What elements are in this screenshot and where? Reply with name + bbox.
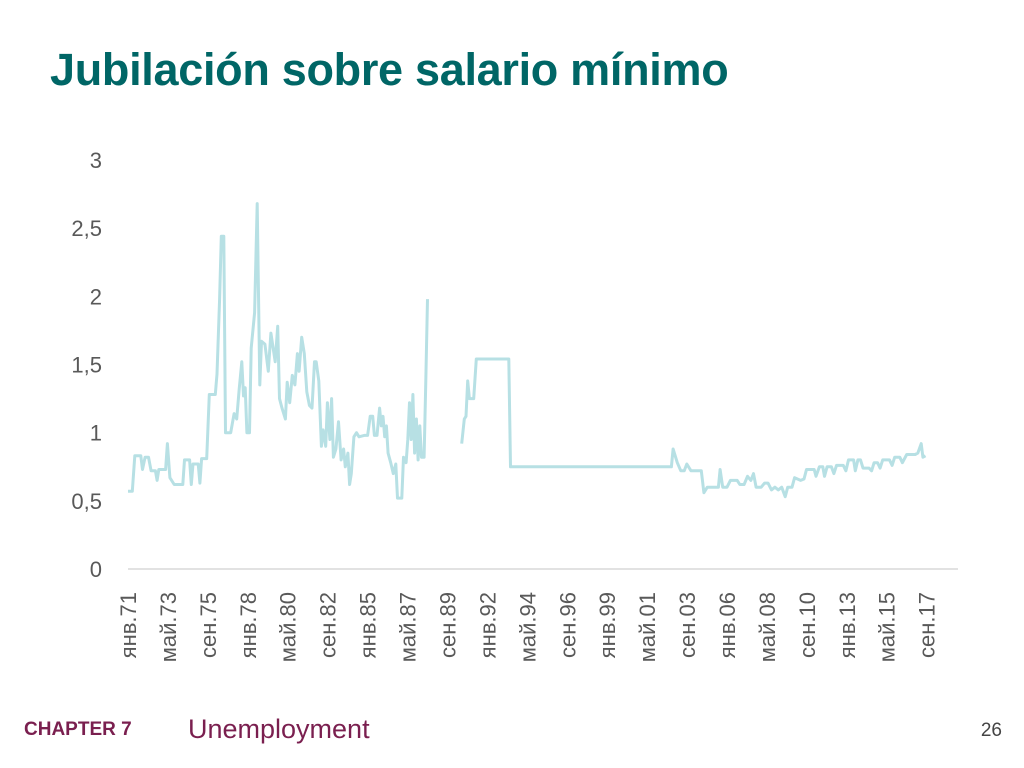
slide-title: Jubilación sobre salario mínimo: [50, 44, 729, 95]
x-tick-label: май.01: [635, 592, 660, 662]
x-tick-label: сен.96: [555, 592, 580, 658]
x-tick-label: янв.85: [356, 592, 381, 658]
y-tick-label: 2: [90, 284, 102, 309]
y-tick-label: 1,5: [71, 353, 102, 378]
x-tick-label: сен.82: [316, 592, 341, 658]
x-tick-label: янв.78: [236, 592, 261, 658]
series-line-segment: [128, 202, 429, 500]
x-tick-label: сен.75: [196, 592, 221, 658]
y-tick-label: 0: [90, 557, 102, 582]
x-tick-label: май.94: [515, 592, 540, 662]
footer-chapter: CHAPTER 7: [24, 719, 132, 740]
y-tick-label: 2,5: [71, 216, 102, 241]
x-tick-label: янв.06: [715, 592, 740, 658]
series-group: [128, 202, 927, 500]
footer-subject: Unemployment: [188, 714, 370, 744]
y-tick-label: 1: [90, 421, 102, 446]
x-tick-label: май.87: [395, 592, 420, 662]
x-tick-label: сен.17: [915, 592, 940, 658]
x-tick-label: янв.99: [595, 592, 620, 658]
x-axis-ticks: янв.71 май.73 сен.75 янв.78 май.80 сен.82 янв.…: [116, 592, 940, 662]
x-tick-label: май.08: [755, 592, 780, 662]
page-number: 26: [980, 720, 1002, 741]
x-tick-label: янв.13: [835, 592, 860, 658]
x-tick-label: май.15: [875, 592, 900, 662]
y-tick-label: 3: [90, 148, 102, 173]
series-line-segment: [460, 357, 927, 499]
y-tick-label: 0,5: [71, 489, 102, 514]
x-tick-label: сен.03: [675, 592, 700, 658]
y-axis-ticks: 0 0,5 1 1,5 2 2,5 3: [71, 148, 102, 582]
x-tick-label: май.73: [156, 592, 181, 662]
x-tick-label: май.80: [276, 592, 301, 662]
x-tick-label: янв.71: [116, 592, 141, 658]
x-tick-label: сен.89: [436, 592, 461, 658]
x-tick-label: янв.92: [475, 592, 500, 658]
x-tick-label: сен.10: [795, 592, 820, 658]
